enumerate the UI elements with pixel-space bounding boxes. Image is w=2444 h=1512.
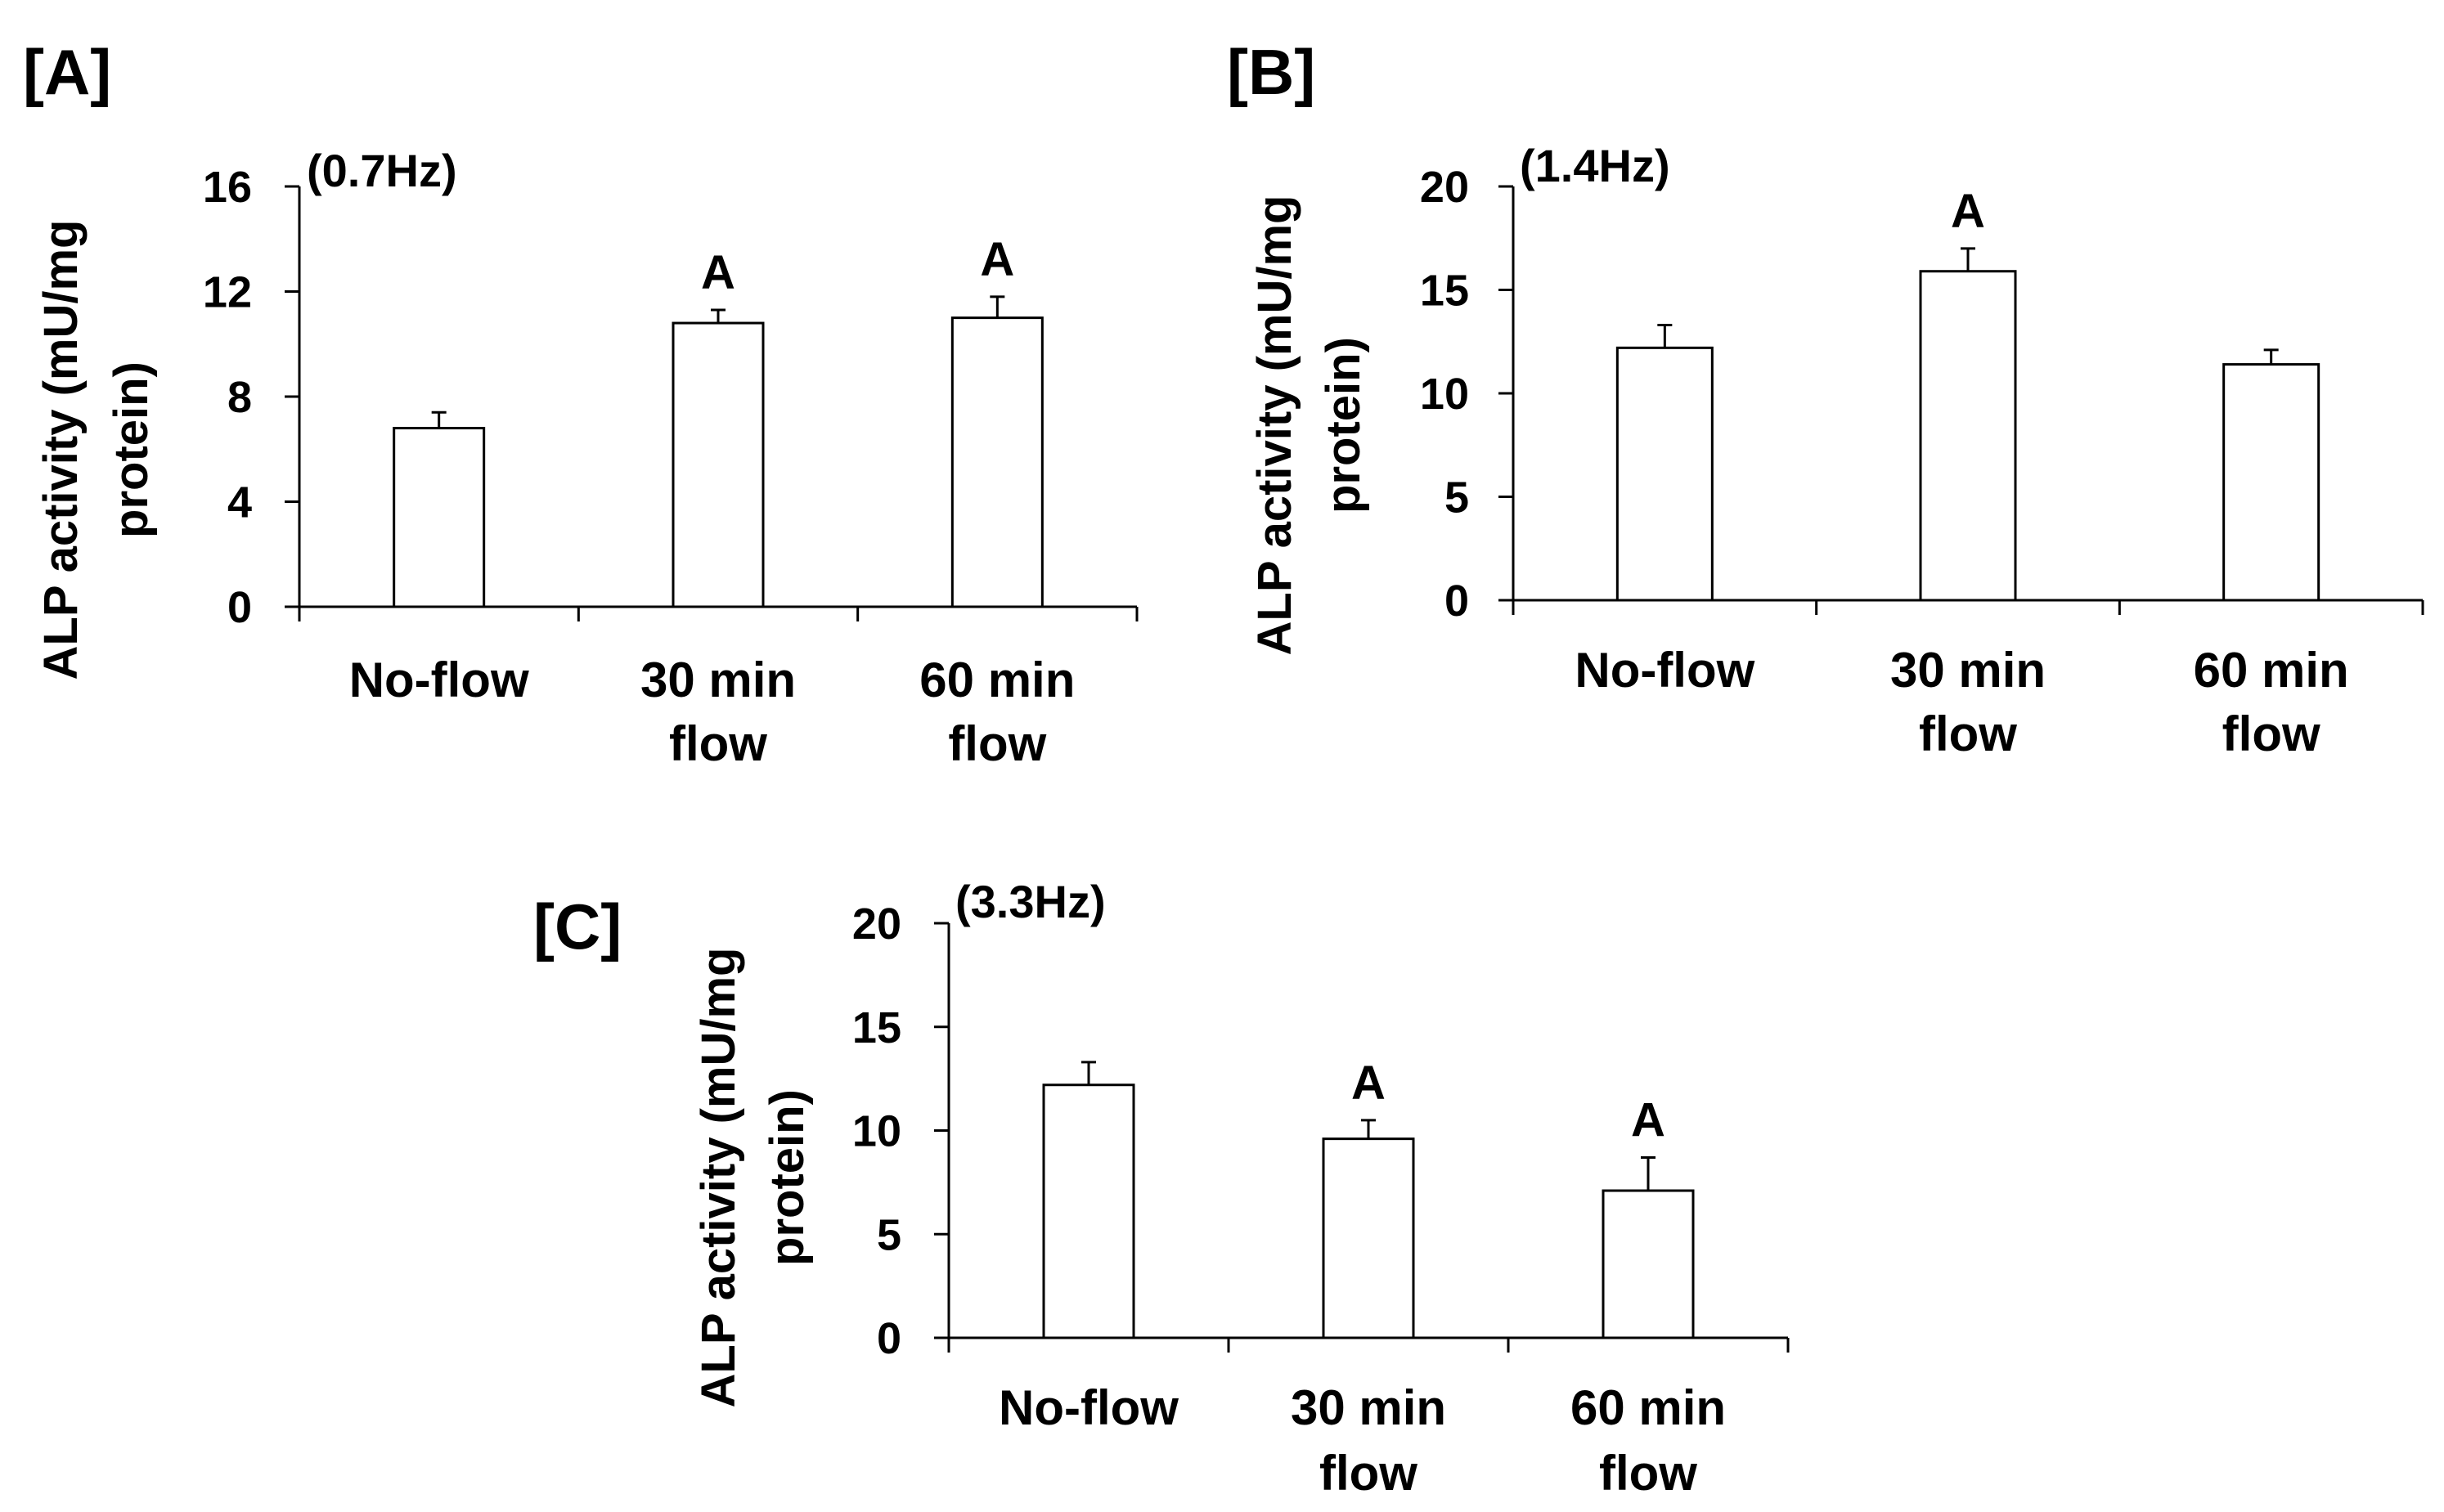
bar — [1919, 270, 2017, 602]
significance-label: A — [1951, 185, 1985, 238]
y-tick-label: 20 — [1420, 163, 1469, 212]
significance-label: A — [1631, 1093, 1665, 1146]
x-category-label: 30 min — [1890, 643, 2046, 698]
y-axis-title: protein) — [105, 361, 158, 538]
frequency-label: (3.3Hz) — [955, 876, 1106, 927]
y-tick-label: 5 — [877, 1210, 901, 1259]
x-category-label: flow — [1919, 707, 2017, 761]
y-tick-label: 0 — [877, 1314, 901, 1363]
y-tick-label: 0 — [1444, 577, 1469, 626]
y-tick-label: 0 — [227, 583, 252, 632]
x-category-label: flow — [2222, 707, 2320, 761]
x-category-label: No-flow — [349, 653, 529, 707]
y-tick-label: 20 — [852, 900, 901, 949]
panel-label: [C] — [533, 891, 622, 962]
y-tick-label: 16 — [203, 163, 252, 212]
bar — [1615, 346, 1714, 602]
bar — [1602, 1189, 1695, 1339]
frequency-label: (0.7Hz) — [307, 145, 457, 196]
frequency-label: (1.4Hz) — [1520, 140, 1670, 191]
y-tick-label: 10 — [1420, 370, 1469, 419]
bar — [950, 316, 1044, 608]
x-category-label: 30 min — [1291, 1380, 1446, 1435]
y-axis-title: protein) — [761, 1089, 814, 1266]
y-axis-title: ALP activity (mU/mg — [34, 220, 88, 680]
x-category-label: flow — [669, 716, 767, 771]
x-category-label: flow — [948, 716, 1046, 771]
bar — [393, 427, 486, 608]
y-tick-label: 15 — [852, 1003, 901, 1052]
x-category-label: flow — [1319, 1446, 1417, 1501]
x-category-label: No-flow — [999, 1380, 1179, 1435]
x-category-label: 60 min — [2194, 643, 2349, 698]
y-tick-label: 10 — [852, 1107, 901, 1156]
x-category-label: flow — [1599, 1446, 1697, 1501]
y-tick-label: 4 — [227, 478, 252, 527]
significance-label: A — [980, 233, 1014, 286]
chart-panel-c: [C] (3.3Hz) ALP activity (mU/mg protein) 0 5 1… — [533, 876, 1790, 1501]
chart-panel-b: [B] (1.4Hz) ALP activity (mU/mg protein) 0 5 1… — [1227, 36, 2424, 761]
significance-label: A — [1351, 1057, 1386, 1110]
chart-panel-a: [A] (0.7Hz) ALP activity (mU/mg protein) 0 4 8… — [23, 36, 1139, 771]
bar — [2222, 363, 2320, 602]
x-category-label: 60 min — [919, 653, 1075, 707]
y-tick-label: 15 — [1420, 267, 1469, 316]
panel-label: [A] — [23, 36, 111, 108]
y-tick-label: 12 — [203, 268, 252, 317]
bar — [1042, 1084, 1135, 1339]
bar — [672, 321, 765, 608]
bar — [1322, 1137, 1415, 1339]
y-axis-title: protein) — [1317, 337, 1370, 514]
panel-label: [B] — [1227, 36, 1315, 108]
x-category-label: 60 min — [1570, 1380, 1726, 1435]
significance-label: A — [701, 246, 735, 299]
y-axis-title: ALP activity (mU/mg — [1248, 195, 1301, 656]
y-tick-label: 8 — [227, 373, 252, 422]
y-axis-title: ALP activity (mU/mg — [692, 948, 745, 1408]
y-tick-label: 5 — [1444, 473, 1469, 523]
x-category-label: 30 min — [640, 653, 796, 707]
x-category-label: No-flow — [1575, 643, 1754, 698]
